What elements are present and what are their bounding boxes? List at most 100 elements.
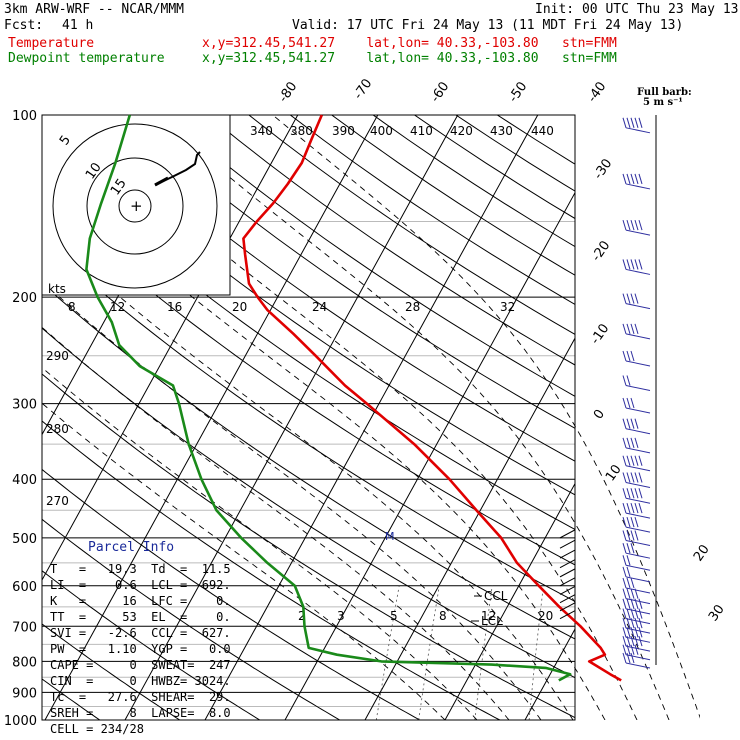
wind-barb-feather [622, 608, 627, 619]
pressure-tick-label: 500 [12, 532, 37, 547]
wind-barb-staff [625, 512, 651, 519]
isotherm-line [44, 115, 379, 720]
mixing-ratio-label: 12 [481, 609, 496, 623]
pressure-tick-label: 400 [12, 473, 37, 488]
temperature-tick-label: -70 [351, 76, 375, 102]
wind-barb-feather [622, 397, 627, 409]
plot-frame [41, 114, 576, 721]
wind-barb-feather [638, 627, 643, 638]
theta-label: 270 [46, 494, 69, 508]
wind-barb-feather [622, 627, 627, 638]
wind-barb [622, 323, 651, 340]
wind-barb-feather [622, 652, 627, 664]
wind-barb-feather [630, 293, 635, 304]
wind-barb-feather [634, 259, 639, 270]
wind-barb [622, 636, 651, 652]
wind-barb-feather [626, 117, 631, 128]
dry-adiabat [497, 115, 575, 165]
wind-barb [622, 293, 651, 310]
wind-barb-feather [634, 644, 639, 655]
wind-barb-feather [622, 644, 627, 655]
parcel-info-row: LI = 0.6 LCL = 692. [50, 578, 231, 592]
wind-barb-feather [638, 455, 643, 466]
wind-scale-label: 20 [232, 300, 247, 314]
theta-label: 280 [46, 422, 69, 436]
wind-barb-feather [634, 530, 639, 541]
wind-barb-feather [630, 397, 635, 409]
wind-barb-feather [626, 259, 631, 270]
wind-barb-feather [638, 220, 643, 231]
wind-barb-feather [634, 293, 639, 304]
wind-barb-feather [638, 472, 643, 483]
wind-barb-feather [622, 618, 627, 629]
mixing-ratio-line [474, 585, 493, 720]
dry-adiabat [42, 420, 501, 720]
wind-barb-feather [630, 618, 635, 629]
wind-barb-feather [630, 472, 635, 483]
wind-barb-feather [626, 173, 631, 185]
wind-barb-staff [625, 564, 651, 571]
wind-barb-staff [625, 183, 651, 190]
wind-barb-feather [622, 375, 627, 386]
wind-barb-mid [559, 529, 576, 539]
wind-barb-staff [625, 526, 651, 533]
wind-barb-feather [626, 517, 631, 528]
wind-barb-staff [625, 576, 651, 583]
dry-adiabat [42, 115, 575, 496]
temperature-tick-label: -60 [428, 79, 452, 105]
dry-adiabat [42, 623, 181, 720]
wind-barb-feather [622, 598, 627, 609]
wind-barb-feather [626, 437, 631, 449]
mixing-ratio-label: 3 [337, 609, 345, 623]
wind-barb-feather [622, 472, 627, 483]
isotherm-line [685, 115, 740, 720]
isotherm-line [444, 482, 575, 720]
wind-barb-feather [630, 627, 635, 638]
wind-barb-feather [630, 543, 635, 554]
wind-barb-feather [638, 608, 643, 619]
wind-barb-feather [634, 488, 639, 499]
temperature-tick-label: 0 [591, 407, 608, 422]
dry-adiabat [42, 327, 575, 679]
mixing-ratio-line [643, 586, 651, 720]
temperature-tick-label: -50 [506, 79, 530, 105]
wind-barb [622, 455, 651, 472]
isotherm-line [124, 115, 459, 720]
dry-adiabat [42, 155, 575, 531]
dry-adiabat [42, 196, 575, 566]
wind-barb-staff [625, 540, 651, 546]
wind-barb-feather [630, 588, 635, 599]
pressure-tick-label: 800 [12, 655, 37, 670]
wind-barb [622, 644, 651, 661]
wind-barb-feather [630, 455, 635, 466]
wind-barb-feather [634, 323, 639, 334]
wind-barb [622, 608, 651, 625]
wind-barb-feather [622, 418, 627, 429]
wind-barb-feather [626, 543, 631, 554]
parcel-info-row: CAPE = 0 SWEAT= 247 [50, 658, 231, 672]
wind-barb [622, 652, 651, 669]
parcel-info-row: SREH = 8 LAPSE= 8.0 [50, 706, 231, 720]
wind-barb-staff [625, 618, 651, 625]
wind-barb-feather [626, 455, 631, 466]
wind-barb [622, 220, 651, 236]
dry-adiabat [42, 468, 421, 720]
wind-barb-feather [630, 488, 635, 499]
wind-barb-feather [634, 502, 639, 514]
dry-adiabat [331, 115, 575, 276]
wind-barb-mid [559, 568, 576, 578]
temperature-tick-label: -30 [591, 156, 615, 182]
wind-barb [622, 618, 651, 634]
moist-adiabat [42, 280, 542, 720]
wind-barb-feather [630, 530, 635, 541]
wind-barb-feather [622, 543, 627, 554]
parcel-info-row: CELL = 234/28 [50, 722, 144, 736]
dewpoint-trace [85, 114, 572, 682]
forecast-label: Fcst: [4, 18, 44, 33]
parcel-info-row: T = 19.3 Td = 11.5 [50, 562, 231, 576]
moist-adiabat [42, 366, 478, 720]
wind-barb-mid [559, 594, 576, 604]
wind-barb-feather [634, 517, 639, 528]
wind-barb-feather [638, 173, 643, 185]
hodograph-ring [52, 123, 218, 289]
